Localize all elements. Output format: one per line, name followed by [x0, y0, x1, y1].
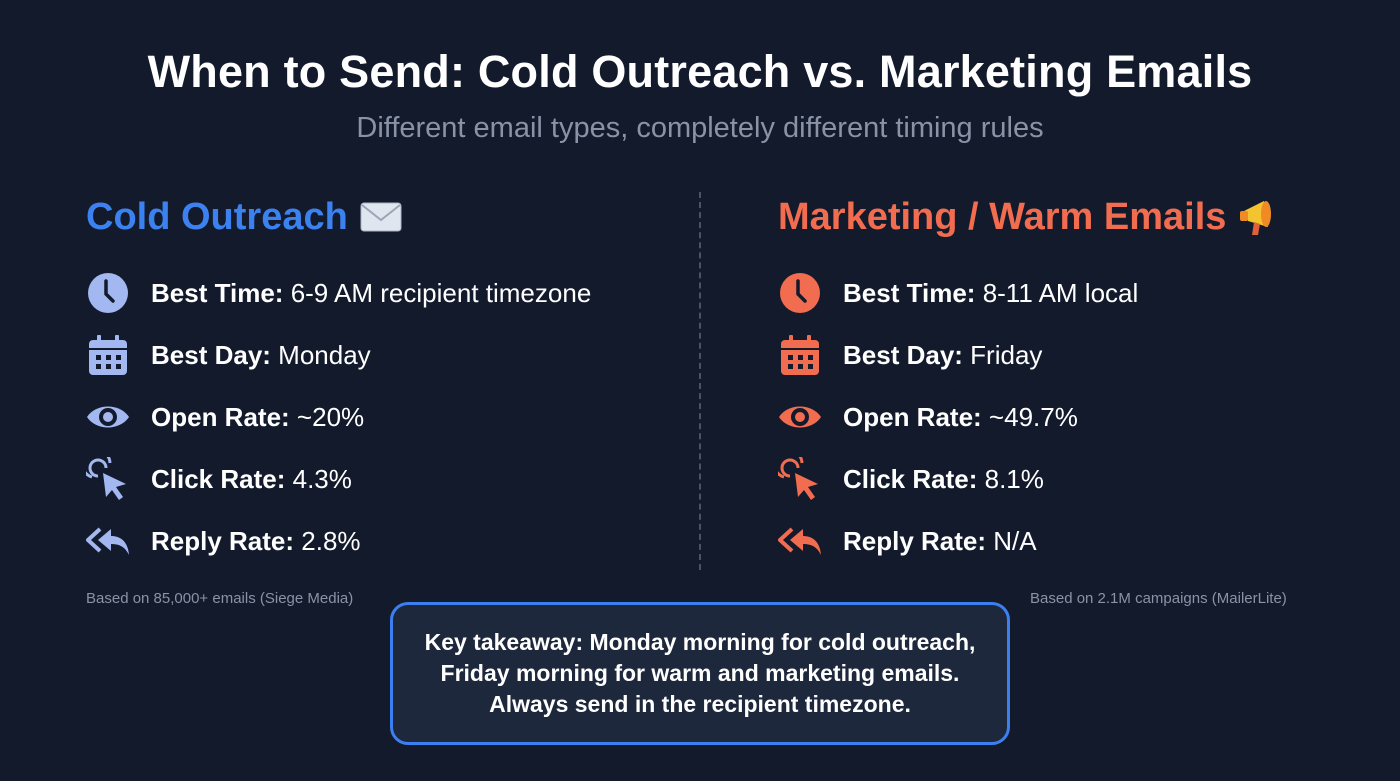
stat-value: ~49.7%: [988, 401, 1078, 432]
clock-icon: [778, 271, 822, 315]
stat-value: 8-11 AM local: [982, 277, 1139, 308]
stat-row: Best Time: 8-11 AM local: [778, 271, 1138, 315]
click-cursor-icon: [80, 448, 130, 501]
takeaway-line: Friday morning for warm and marketing em…: [440, 660, 960, 686]
envelope-icon: [360, 202, 402, 232]
stat-label: Click Rate:: [843, 463, 978, 494]
stat-label: Open Rate:: [843, 401, 982, 432]
stat-text: Open Rate: ~20%: [151, 402, 364, 433]
cold-outreach-column: Cold Outreach Best Time: 6-9 AM recipien…: [80, 192, 591, 556]
marketing-title: Marketing / Warm Emails: [778, 195, 1227, 238]
eye-icon: [778, 395, 822, 439]
stat-value: Friday: [970, 339, 1043, 370]
stat-text: Best Day: Friday: [843, 340, 1042, 371]
page-title: When to Send: Cold Outreach vs. Marketin…: [147, 46, 1253, 97]
stat-value: 8.1%: [984, 463, 1044, 494]
stat-value: 2.8%: [301, 525, 361, 556]
stat-label: Reply Rate:: [151, 525, 295, 556]
page-subtitle: Different email types, completely differ…: [356, 112, 1044, 144]
cold-source-note: Based on 85,000+ emails (Siege Media): [86, 590, 354, 607]
stat-value: 6-9 AM recipient timezone: [290, 277, 592, 308]
stat-text: Best Time: 6-9 AM recipient timezone: [151, 278, 591, 309]
cold-outreach-title: Cold Outreach: [86, 195, 348, 238]
warm-source-note: Based on 2.1M campaigns (MailerLite): [1030, 590, 1287, 607]
stat-text: Click Rate: 4.3%: [151, 464, 352, 495]
stat-row: Best Day: Friday: [778, 333, 1042, 377]
column-divider: [699, 192, 701, 570]
calendar-icon: [778, 333, 822, 377]
stat-label: Best Day:: [843, 339, 963, 370]
stat-value: 4.3%: [292, 463, 352, 494]
cold-outreach-heading: Cold Outreach: [86, 192, 402, 242]
click-cursor-icon: [772, 448, 822, 501]
key-takeaway-box: Key takeaway: Monday morning for cold ou…: [390, 602, 1010, 745]
stat-label: Click Rate:: [151, 463, 286, 494]
stat-value: N/A: [993, 525, 1037, 556]
megaphone-icon: [1240, 201, 1272, 235]
marketing-column: Marketing / Warm Emails Best Time: 8-11 …: [772, 192, 1280, 556]
eye-icon: [86, 395, 130, 439]
stat-row: Click Rate: 4.3%: [80, 448, 352, 501]
stat-text: Reply Rate: 2.8%: [151, 526, 361, 557]
stat-label: Best Time:: [151, 277, 284, 308]
stat-label: Reply Rate:: [843, 525, 987, 556]
stat-text: Best Day: Monday: [151, 340, 371, 371]
stat-row: Open Rate: ~49.7%: [778, 395, 1078, 439]
stat-value: Monday: [278, 339, 371, 370]
calendar-icon: [86, 333, 130, 377]
stat-label: Open Rate:: [151, 401, 290, 432]
stat-row: Open Rate: ~20%: [86, 395, 364, 439]
stat-text: Click Rate: 8.1%: [843, 464, 1044, 495]
stat-row: Reply Rate: N/A: [778, 519, 1037, 563]
stat-value: ~20%: [296, 401, 365, 432]
stat-row: Click Rate: 8.1%: [772, 448, 1044, 501]
stat-row: Reply Rate: 2.8%: [86, 519, 361, 563]
reply-all-icon: [778, 519, 822, 563]
stat-row: Best Day: Monday: [86, 333, 371, 377]
reply-all-icon: [86, 519, 130, 563]
marketing-heading: Marketing / Warm Emails: [778, 192, 1280, 242]
stat-label: Best Day:: [151, 339, 271, 370]
clock-icon: [86, 271, 130, 315]
takeaway-line: Key takeaway: Monday morning for cold ou…: [424, 629, 976, 655]
takeaway-line: Always send in the recipient timezone.: [489, 691, 911, 717]
stat-row: Best Time: 6-9 AM recipient timezone: [86, 271, 591, 315]
stat-label: Best Time:: [843, 277, 976, 308]
stat-text: Reply Rate: N/A: [843, 526, 1037, 557]
stat-text: Best Time: 8-11 AM local: [843, 278, 1138, 309]
stat-text: Open Rate: ~49.7%: [843, 402, 1078, 433]
